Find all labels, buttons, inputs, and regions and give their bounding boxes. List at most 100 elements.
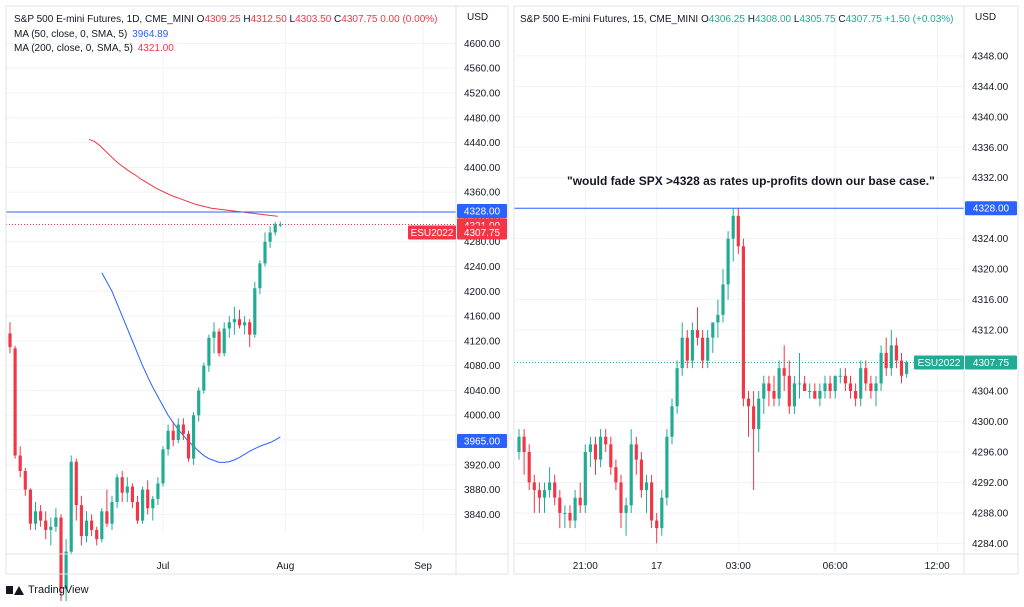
right-candle-body	[746, 398, 751, 407]
right-y-tick-label: 4316.00	[972, 295, 1009, 306]
right-candle-body	[894, 345, 898, 361]
right-y-tick-label: 4312.00	[972, 326, 1009, 337]
left-panel-border	[5, 5, 509, 575]
left-candle-body	[227, 322, 231, 329]
left-candle-body	[33, 511, 38, 524]
right-high-value: 4308.00	[754, 14, 792, 25]
left-candle-body	[186, 433, 191, 459]
left-candle-body	[258, 263, 262, 289]
left-x-tick-label: Aug	[277, 561, 295, 572]
left-ma50-label: MA (50, close, 0, SMA, 5)	[14, 29, 128, 40]
left-ma50-line	[101, 272, 281, 463]
left-price-axis-bg[interactable]	[456, 6, 508, 554]
left-y-tick-label: 3880.00	[464, 485, 501, 496]
right-candle-body	[899, 360, 904, 376]
left-candle-body	[74, 461, 78, 506]
left-y-tick-label: 4400.00	[464, 163, 501, 174]
left-candle-body	[110, 502, 114, 524]
left-candle-body	[243, 322, 247, 326]
right-x-tick-label: 12:00	[925, 561, 950, 572]
right-candle-body	[757, 398, 761, 430]
right-candle-body	[599, 436, 603, 460]
left-candle-body	[44, 520, 48, 530]
right-candle-body	[905, 362, 909, 374]
left-ma200-legend[interactable]: MA (200, close, 0, SMA, 5) 4321.00	[14, 42, 174, 55]
right-candle-body	[634, 444, 638, 460]
right-candle-body	[685, 337, 689, 361]
left-open-label: O	[196, 14, 205, 25]
left-plot-area[interactable]	[6, 6, 456, 554]
tradingview-brand: TradingView	[28, 584, 89, 596]
left-currency-label: USD	[467, 12, 489, 23]
left-candle-body	[95, 529, 99, 540]
right-grid	[514, 13, 964, 551]
right-chart-panel[interactable]: 21:00 17 03:00 06:00 12:00 4348.00 4344.00 434…	[513, 5, 1019, 575]
left-close-value: 4307.75	[341, 14, 378, 25]
right-ohlc-legend: S&P 500 E-mini Futures, 15, CME_MINI O43…	[520, 13, 954, 26]
right-candle-body	[752, 406, 756, 430]
left-y-tick-label: 4040.00	[464, 386, 501, 397]
left-ma200-line	[88, 138, 278, 217]
left-candle-body	[161, 449, 165, 484]
right-candle-body	[833, 375, 837, 392]
right-levels	[514, 207, 964, 363]
right-candle-body	[644, 482, 649, 491]
tradingview-logo-icon	[6, 584, 24, 596]
right-candle-body	[711, 322, 715, 338]
right-candle-body	[808, 391, 812, 393]
left-candle-body	[253, 288, 257, 335]
right-candle-body	[553, 482, 557, 498]
right-plot-area[interactable]	[514, 6, 964, 554]
left-candle-body	[156, 483, 160, 499]
right-y-tick-label: 4344.00	[972, 82, 1009, 93]
left-grid	[6, 11, 456, 533]
right-price-badge	[965, 201, 1017, 216]
left-candle-body	[263, 241, 267, 264]
right-y-tick-label: 4300.00	[972, 417, 1009, 428]
left-change-value: 0.00 (0.00%)	[380, 14, 438, 25]
right-close-label: C	[838, 14, 846, 25]
right-symbol-badge-text: ESU2022	[918, 358, 961, 369]
right-price-axis-bg[interactable]	[964, 6, 1018, 554]
left-close-label: C	[334, 14, 342, 25]
right-candle-body	[854, 391, 858, 399]
left-symbol-badge-text: ESU2022	[411, 228, 454, 239]
right-candle-body	[701, 337, 705, 361]
left-candle-body	[171, 430, 175, 441]
left-candle-body	[192, 415, 196, 459]
right-candle-body	[726, 238, 730, 285]
left-levels	[6, 211, 456, 226]
right-y-tick-label: 4296.00	[972, 447, 1009, 458]
left-candle-body	[59, 517, 63, 589]
left-candle-body	[232, 319, 236, 323]
right-candle-body	[741, 246, 745, 399]
right-change-value: +1.50 (+0.03%)	[884, 14, 954, 25]
left-candle-body	[64, 551, 68, 589]
left-ma50-legend[interactable]: MA (50, close, 0, SMA, 5) 3964.89	[14, 28, 168, 41]
left-candle-body	[202, 365, 206, 391]
right-x-tick-label: 21:00	[573, 561, 598, 572]
left-y-tick-label: 4560.00	[464, 64, 501, 75]
left-chart-panel[interactable]: Jul Aug Sep 4600.00 4560.00 4520.00 4480.00 44…	[5, 5, 509, 602]
tradingview-footer[interactable]: TradingView	[6, 584, 89, 596]
right-candle-body	[716, 314, 720, 323]
left-candle-body	[248, 322, 252, 335]
left-price-badge-text: 4328.00	[464, 206, 501, 217]
left-candle-body	[84, 520, 89, 537]
left-symbol-title: S&P 500 E-mini Futures, 1D, CME_MINI	[14, 14, 194, 25]
right-candle-body	[797, 383, 802, 385]
left-ma200-label: MA (200, close, 0, SMA, 5)	[14, 43, 133, 54]
right-candle-body	[578, 497, 582, 506]
right-y-tick-label: 4340.00	[972, 112, 1009, 123]
right-candle-body	[639, 459, 643, 491]
left-candle-body	[23, 471, 27, 490]
right-y-tick-label: 4304.00	[972, 387, 1009, 398]
right-low-value: 4305.75	[799, 14, 836, 25]
right-candle-body	[762, 383, 766, 399]
annotation-text[interactable]: "would fade SPX >4328 as rates up-profit…	[567, 174, 935, 188]
right-candles	[517, 208, 909, 544]
right-y-tick-label: 4332.00	[972, 173, 1009, 184]
left-low-label: L	[289, 14, 296, 25]
left-candle-body	[207, 337, 211, 366]
